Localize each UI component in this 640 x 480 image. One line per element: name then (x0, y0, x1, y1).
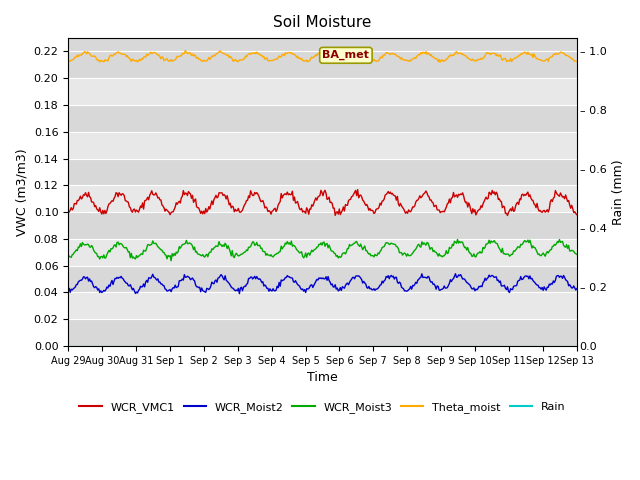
Bar (68, 239, 577, 265)
Bar (68, 319, 577, 346)
Y-axis label: Rain (mm): Rain (mm) (612, 159, 625, 225)
Rain (340, 343, 348, 348)
X-axis label: Time: Time (307, 371, 338, 384)
Rain (481, 343, 489, 348)
Bar (68, 51, 577, 78)
Bar (68, 292, 577, 319)
Bar (68, 105, 577, 132)
Bar (68, 78, 577, 105)
Text: BA_met: BA_met (323, 50, 369, 60)
Y-axis label: VWC (m3/m3): VWC (m3/m3) (15, 148, 28, 236)
Rain (561, 343, 568, 348)
Bar (68, 158, 577, 185)
Title: Soil Moisture: Soil Moisture (273, 15, 372, 30)
Legend: WCR_VMC1, WCR_Moist2, WCR_Moist3, Theta_moist, Rain: WCR_VMC1, WCR_Moist2, WCR_Moist3, Theta_… (75, 397, 570, 417)
Rain (367, 343, 375, 348)
Bar (68, 265, 577, 292)
Rain (64, 343, 72, 348)
Rain (573, 343, 580, 348)
Bar (68, 212, 577, 239)
Rain (309, 343, 317, 348)
Bar (68, 132, 577, 158)
Rain (306, 343, 314, 348)
Bar (68, 185, 577, 212)
